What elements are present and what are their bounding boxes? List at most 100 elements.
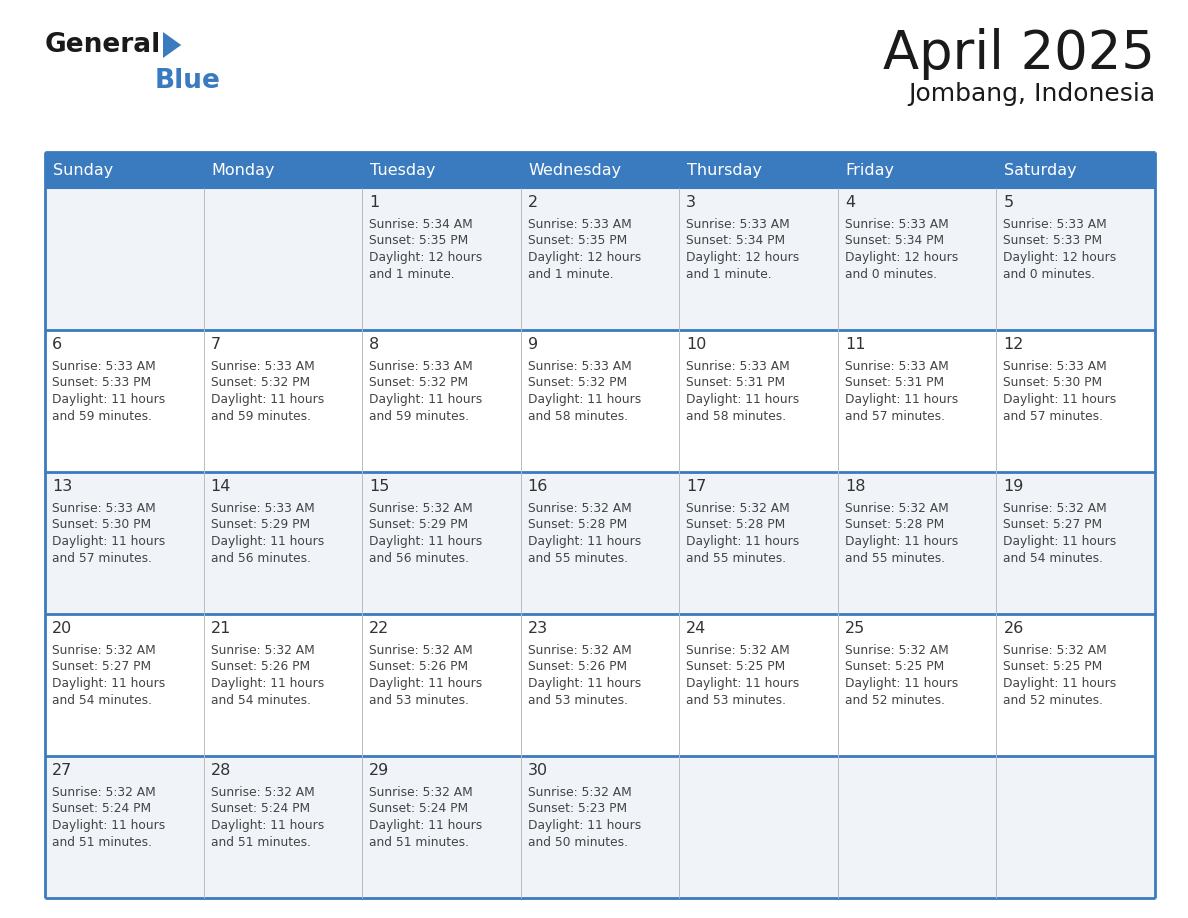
Text: 15: 15 [369, 479, 390, 494]
Text: Daylight: 11 hours: Daylight: 11 hours [52, 677, 165, 690]
Bar [45, 152, 203, 188]
Text: and 52 minutes.: and 52 minutes. [1004, 693, 1104, 707]
Text: Daylight: 11 hours: Daylight: 11 hours [52, 535, 165, 548]
Text: 2: 2 [527, 195, 538, 210]
Text: April 2025: April 2025 [883, 28, 1155, 80]
Text: Sunrise: 5:33 AM: Sunrise: 5:33 AM [687, 218, 790, 231]
Bar [362, 330, 520, 472]
Text: Sunset: 5:30 PM: Sunset: 5:30 PM [1004, 376, 1102, 389]
Text: Daylight: 11 hours: Daylight: 11 hours [369, 819, 482, 832]
Text: Daylight: 11 hours: Daylight: 11 hours [210, 535, 324, 548]
Text: Daylight: 11 hours: Daylight: 11 hours [369, 677, 482, 690]
Text: Sunrise: 5:32 AM: Sunrise: 5:32 AM [1004, 502, 1107, 515]
Text: 23: 23 [527, 621, 548, 636]
Text: Sunset: 5:27 PM: Sunset: 5:27 PM [1004, 519, 1102, 532]
Text: 14: 14 [210, 479, 230, 494]
Text: Daylight: 12 hours: Daylight: 12 hours [687, 251, 800, 264]
Text: 20: 20 [52, 621, 72, 636]
Bar [520, 188, 680, 330]
Text: and 1 minute.: and 1 minute. [369, 267, 455, 281]
Text: Sunset: 5:28 PM: Sunset: 5:28 PM [845, 519, 944, 532]
Text: Jombang, Indonesia: Jombang, Indonesia [908, 82, 1155, 106]
Text: Daylight: 11 hours: Daylight: 11 hours [210, 677, 324, 690]
Bar [203, 472, 362, 614]
Text: Sunset: 5:33 PM: Sunset: 5:33 PM [52, 376, 151, 389]
Bar [838, 756, 997, 898]
Text: Sunset: 5:32 PM: Sunset: 5:32 PM [527, 376, 627, 389]
Text: 28: 28 [210, 763, 230, 778]
Text: Sunset: 5:27 PM: Sunset: 5:27 PM [52, 660, 151, 674]
Bar [997, 614, 1155, 756]
Text: Sunset: 5:25 PM: Sunset: 5:25 PM [1004, 660, 1102, 674]
Text: Wednesday: Wednesday [529, 162, 621, 177]
Bar [838, 330, 997, 472]
Text: Blue: Blue [154, 68, 221, 94]
Text: General: General [45, 32, 162, 58]
Text: Sunset: 5:32 PM: Sunset: 5:32 PM [369, 376, 468, 389]
Text: Sunset: 5:30 PM: Sunset: 5:30 PM [52, 519, 151, 532]
Text: 18: 18 [845, 479, 865, 494]
Text: 21: 21 [210, 621, 230, 636]
Text: and 59 minutes.: and 59 minutes. [52, 409, 152, 422]
Text: and 55 minutes.: and 55 minutes. [687, 552, 786, 565]
Text: Daylight: 11 hours: Daylight: 11 hours [527, 393, 642, 406]
Text: and 55 minutes.: and 55 minutes. [845, 552, 944, 565]
Text: Sunrise: 5:32 AM: Sunrise: 5:32 AM [1004, 644, 1107, 657]
Bar [203, 188, 362, 330]
Text: 25: 25 [845, 621, 865, 636]
Text: and 56 minutes.: and 56 minutes. [369, 552, 469, 565]
Text: Sunrise: 5:32 AM: Sunrise: 5:32 AM [52, 644, 156, 657]
Text: Sunrise: 5:32 AM: Sunrise: 5:32 AM [527, 644, 632, 657]
Text: Daylight: 12 hours: Daylight: 12 hours [527, 251, 642, 264]
Text: and 55 minutes.: and 55 minutes. [527, 552, 627, 565]
Text: Sunrise: 5:32 AM: Sunrise: 5:32 AM [369, 644, 473, 657]
Text: Sunset: 5:34 PM: Sunset: 5:34 PM [687, 234, 785, 248]
Text: and 0 minutes.: and 0 minutes. [845, 267, 937, 281]
Text: Sunrise: 5:33 AM: Sunrise: 5:33 AM [210, 502, 315, 515]
Text: 17: 17 [687, 479, 707, 494]
Text: Sunrise: 5:33 AM: Sunrise: 5:33 AM [1004, 218, 1107, 231]
Bar [362, 188, 520, 330]
Text: Daylight: 11 hours: Daylight: 11 hours [52, 393, 165, 406]
Text: Daylight: 11 hours: Daylight: 11 hours [1004, 535, 1117, 548]
Text: Sunrise: 5:32 AM: Sunrise: 5:32 AM [845, 644, 948, 657]
Bar [838, 472, 997, 614]
Text: Sunrise: 5:32 AM: Sunrise: 5:32 AM [369, 502, 473, 515]
Text: and 1 minute.: and 1 minute. [687, 267, 772, 281]
Text: Sunrise: 5:32 AM: Sunrise: 5:32 AM [527, 502, 632, 515]
Text: 10: 10 [687, 337, 707, 352]
Text: Daylight: 11 hours: Daylight: 11 hours [845, 535, 958, 548]
Text: Daylight: 11 hours: Daylight: 11 hours [527, 535, 642, 548]
Text: Sunset: 5:25 PM: Sunset: 5:25 PM [845, 660, 944, 674]
Text: Sunset: 5:28 PM: Sunset: 5:28 PM [687, 519, 785, 532]
Text: Daylight: 11 hours: Daylight: 11 hours [845, 393, 958, 406]
Text: Daylight: 11 hours: Daylight: 11 hours [369, 393, 482, 406]
Text: Daylight: 12 hours: Daylight: 12 hours [369, 251, 482, 264]
Text: and 58 minutes.: and 58 minutes. [527, 409, 627, 422]
Text: and 54 minutes.: and 54 minutes. [52, 693, 152, 707]
Text: Daylight: 11 hours: Daylight: 11 hours [369, 535, 482, 548]
Bar [520, 756, 680, 898]
Text: Daylight: 11 hours: Daylight: 11 hours [687, 535, 800, 548]
Text: and 59 minutes.: and 59 minutes. [210, 409, 310, 422]
Text: 12: 12 [1004, 337, 1024, 352]
Text: Daylight: 11 hours: Daylight: 11 hours [687, 677, 800, 690]
Text: Monday: Monday [211, 162, 276, 177]
Text: 24: 24 [687, 621, 707, 636]
Bar [362, 756, 520, 898]
Text: and 1 minute.: and 1 minute. [527, 267, 613, 281]
Text: and 51 minutes.: and 51 minutes. [52, 835, 152, 848]
Text: and 59 minutes.: and 59 minutes. [369, 409, 469, 422]
Text: Sunrise: 5:33 AM: Sunrise: 5:33 AM [210, 360, 315, 373]
Text: Sunrise: 5:33 AM: Sunrise: 5:33 AM [52, 360, 156, 373]
Text: and 54 minutes.: and 54 minutes. [210, 693, 310, 707]
Text: 3: 3 [687, 195, 696, 210]
Text: Sunset: 5:32 PM: Sunset: 5:32 PM [210, 376, 310, 389]
Text: Sunset: 5:29 PM: Sunset: 5:29 PM [210, 519, 310, 532]
Text: Daylight: 11 hours: Daylight: 11 hours [1004, 393, 1117, 406]
Text: Daylight: 11 hours: Daylight: 11 hours [527, 819, 642, 832]
Bar [45, 614, 203, 756]
Text: Sunset: 5:29 PM: Sunset: 5:29 PM [369, 519, 468, 532]
Text: Daylight: 11 hours: Daylight: 11 hours [527, 677, 642, 690]
Bar [203, 756, 362, 898]
